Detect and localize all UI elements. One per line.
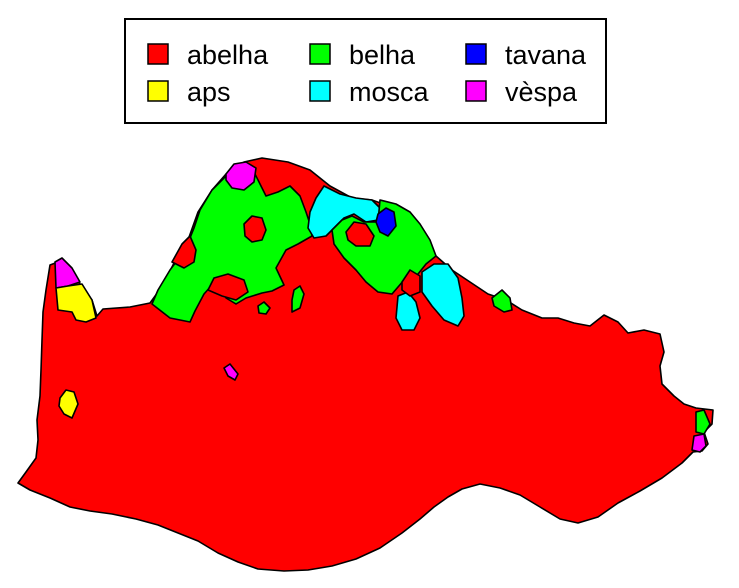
region-belha-small-east [491, 289, 513, 313]
region-belha-speck [257, 301, 271, 315]
region-tavana [375, 207, 397, 237]
region-vespa-west [54, 257, 81, 289]
legend-label-tavana: tavana [505, 40, 587, 70]
legend-box [124, 18, 607, 124]
region-aps-island [58, 389, 79, 419]
region-belha-small-mid [291, 285, 305, 313]
legend-swatch-abelha [147, 43, 169, 65]
region-abelha-pocket-a [243, 215, 267, 243]
legend-swatch-vespa [465, 80, 487, 102]
region-vespa-north [225, 161, 257, 191]
region-abelha-pocket-d [401, 269, 421, 297]
region-belha-east-tip [695, 409, 711, 435]
region-abelha-pocket-b [207, 273, 249, 301]
region-mosca-north [307, 185, 381, 239]
region-belha-north [151, 167, 313, 323]
region-mosca-east [421, 263, 465, 327]
legend-swatch-belha [309, 43, 331, 65]
region-vespa-speck [223, 363, 239, 381]
legend-swatch-mosca [309, 80, 331, 102]
legend: abelha aps belha mosca tavana vèspa [124, 18, 607, 124]
region-aps-west [55, 283, 97, 323]
legend-label-vespa: vèspa [505, 77, 578, 107]
legend-label-belha: belha [349, 40, 416, 70]
legend-label-abelha: abelha [187, 40, 269, 70]
map-regions [17, 157, 714, 572]
legend-label-mosca: mosca [349, 77, 430, 107]
region-abelha-pocket-c [345, 221, 375, 247]
region-abelha-notch [171, 235, 197, 269]
legend-label-aps: aps [187, 77, 231, 107]
legend-swatch-tavana [465, 43, 487, 65]
legend-swatch-aps [147, 80, 169, 102]
region-vespa-east-tip [691, 433, 707, 453]
